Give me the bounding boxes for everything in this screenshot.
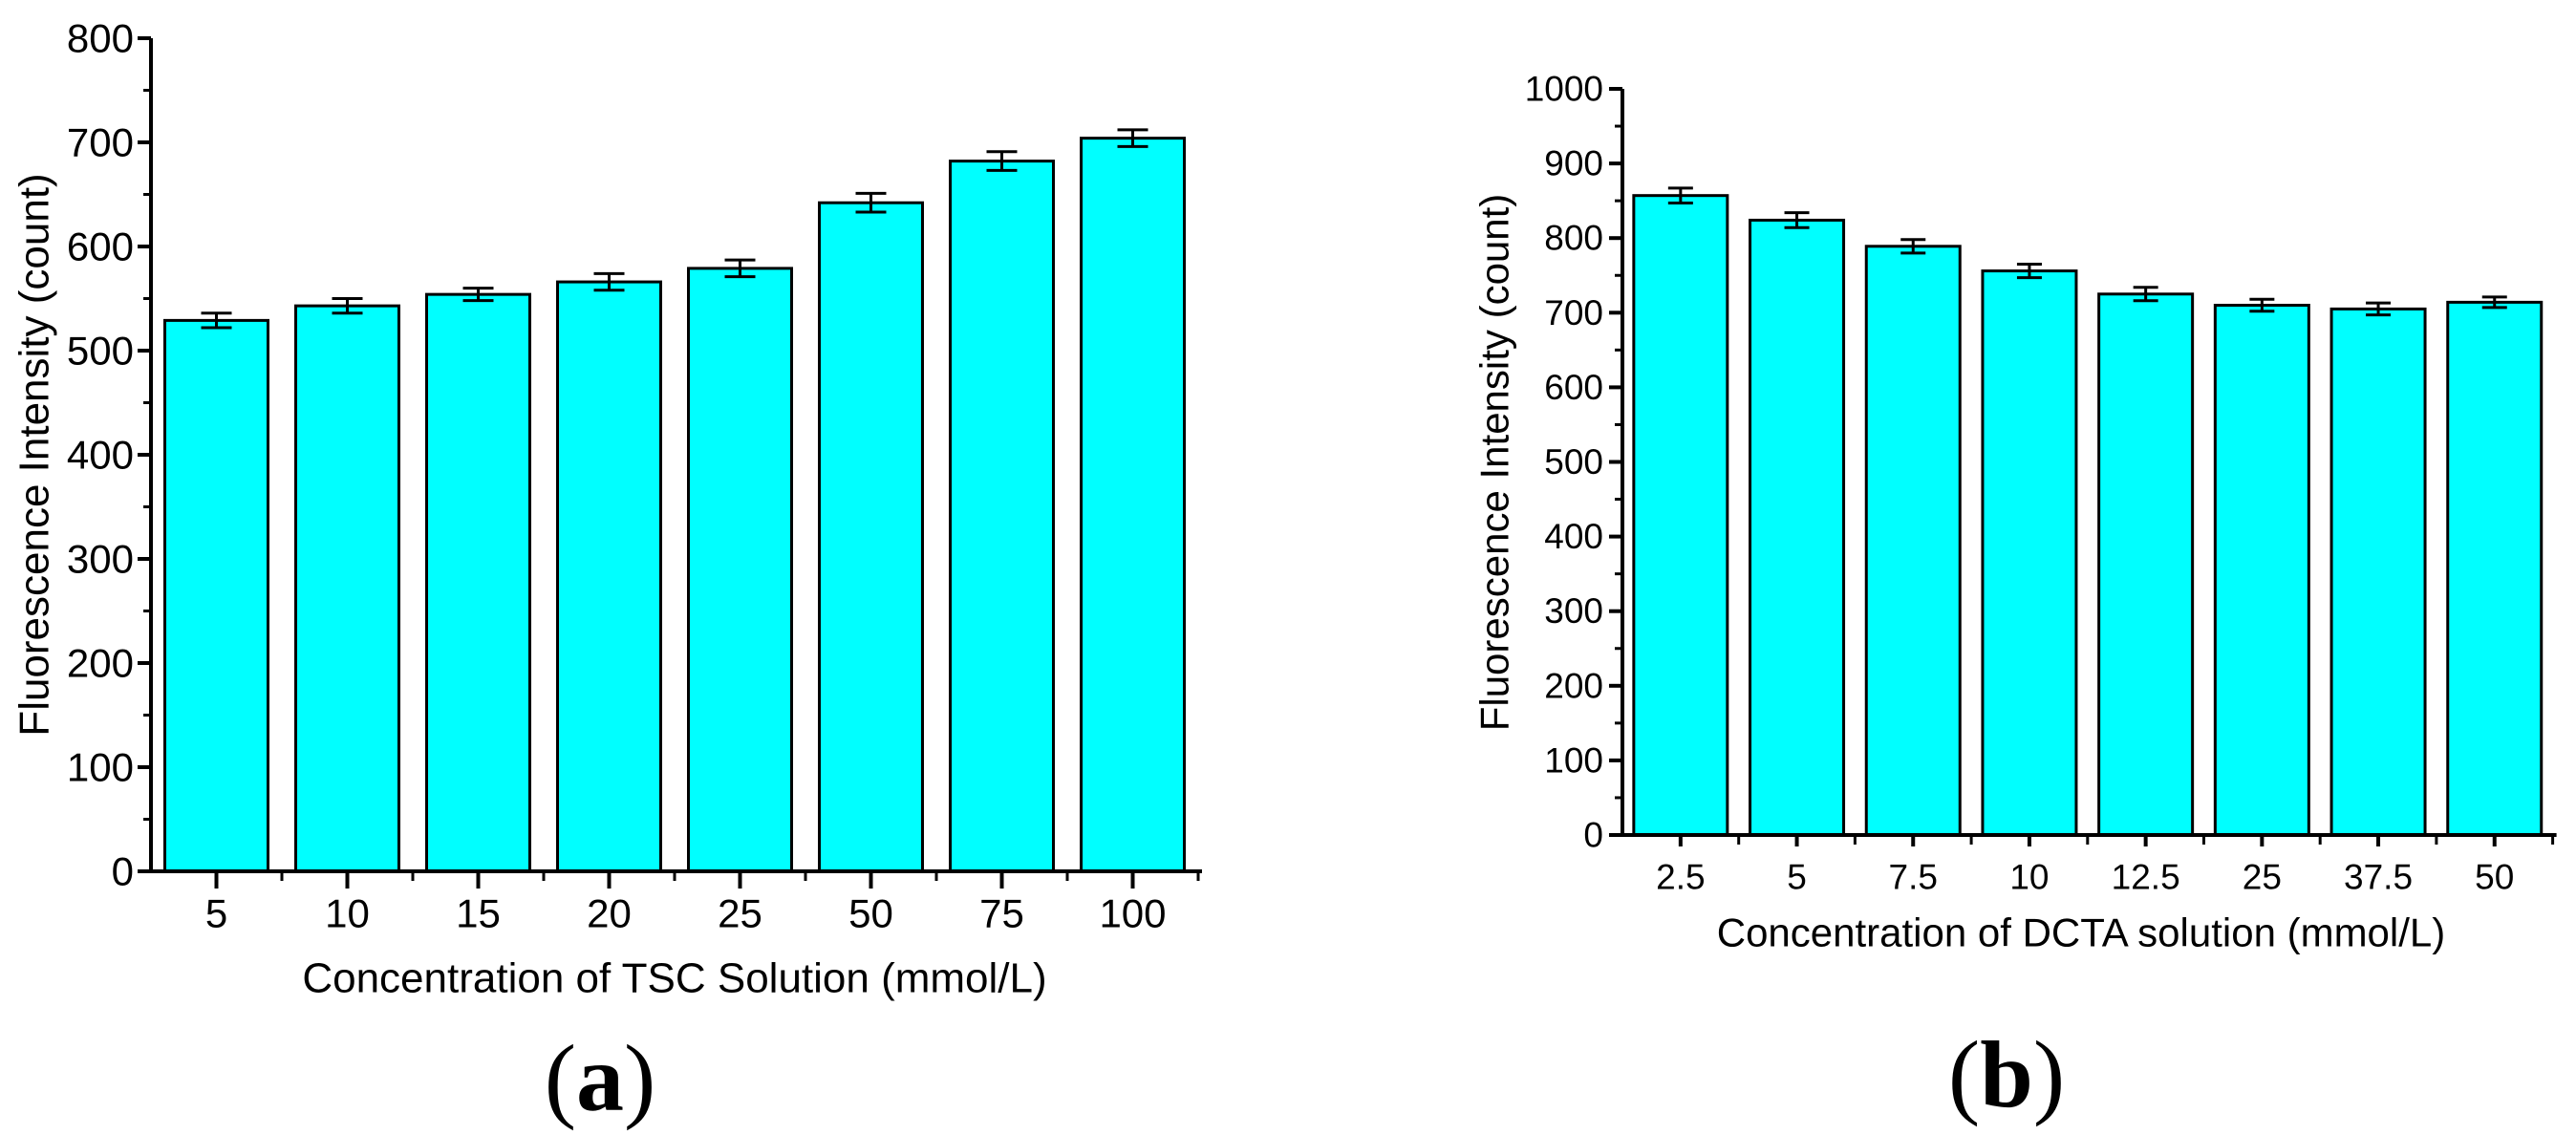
- bar: [163, 318, 269, 873]
- y-tick-label: 200: [1544, 666, 1603, 705]
- y-tick-label: 700: [1544, 293, 1603, 332]
- x-tick-label: 5: [205, 891, 227, 936]
- panel-b: 0 100 200 300 400 500 600 700 800 900 1000 2.5 5 7.5 1…: [1472, 70, 2557, 1127]
- y-tick-label: 200: [67, 641, 134, 686]
- y-axis-title: Fluorescence Intensity (count): [11, 173, 58, 736]
- y-tick-label: 700: [67, 120, 134, 165]
- bar: [2446, 300, 2544, 837]
- bar: [556, 280, 662, 873]
- panel-caption: (b): [1948, 1021, 2065, 1127]
- y-tick-label: 300: [1544, 591, 1603, 631]
- x-tick-label: 15: [456, 891, 501, 936]
- x-tick-label: 10: [325, 891, 370, 936]
- y-tick-label: 0: [1583, 816, 1603, 855]
- x-tick-label: 5: [1787, 858, 1807, 897]
- y-tick-label: 300: [67, 537, 134, 582]
- x-tick-label: 7.5: [1889, 858, 1938, 897]
- bar: [818, 201, 924, 873]
- bar: [1749, 218, 1846, 837]
- y-tick-label: 100: [1544, 740, 1603, 780]
- x-tick-label: 50: [2475, 858, 2514, 897]
- bar: [1632, 194, 1729, 837]
- y-tick-label: 400: [1544, 517, 1603, 556]
- bar: [687, 267, 793, 873]
- y-tick-label: 100: [67, 745, 134, 790]
- bar: [1981, 269, 2078, 837]
- x-tick-label: 10: [2009, 858, 2049, 897]
- x-tick-label: 12.5: [2112, 858, 2180, 897]
- x-tick-label: 75: [979, 891, 1024, 936]
- y-tick-label: 0: [112, 849, 134, 894]
- y-tick-label: 600: [67, 225, 134, 269]
- y-tick-label: 500: [67, 329, 134, 374]
- bar: [425, 292, 531, 873]
- x-tick-label: 20: [587, 891, 632, 936]
- y-tick-label: 800: [1544, 219, 1603, 258]
- x-axis-title: Concentration of TSC Solution (mmol/L): [302, 955, 1046, 1002]
- y-tick-label: 800: [67, 16, 134, 61]
- x-tick-label: 37.5: [2344, 858, 2413, 897]
- x-axis-title: Concentration of DCTA solution (mmol/L): [1717, 910, 2446, 955]
- y-tick-label: 900: [1544, 144, 1603, 183]
- x-tick-label: 25: [2243, 858, 2282, 897]
- bar: [2329, 307, 2427, 837]
- bar: [1080, 137, 1186, 873]
- x-tick-label: 2.5: [1656, 858, 1705, 897]
- bar: [949, 160, 1055, 873]
- bar: [1864, 245, 1962, 837]
- x-tick-label: 50: [848, 891, 893, 936]
- bar: [294, 304, 400, 873]
- y-axis-title: Fluorescence Intensity (count): [1472, 194, 1517, 732]
- y-tick-label: 1000: [1525, 70, 1603, 109]
- panel-caption: (a): [545, 1025, 656, 1131]
- panel-a: 0 100 200 300 400 500 600 700 800 5 10 15 20 25 50 75 10…: [11, 16, 1202, 1131]
- y-tick-label: 600: [1544, 368, 1603, 407]
- y-tick-label: 400: [67, 433, 134, 478]
- x-tick-label: 100: [1099, 891, 1166, 936]
- x-tick-label: 25: [718, 891, 762, 936]
- y-tick-label: 500: [1544, 442, 1603, 482]
- bar: [2213, 303, 2310, 837]
- bar: [2097, 292, 2195, 837]
